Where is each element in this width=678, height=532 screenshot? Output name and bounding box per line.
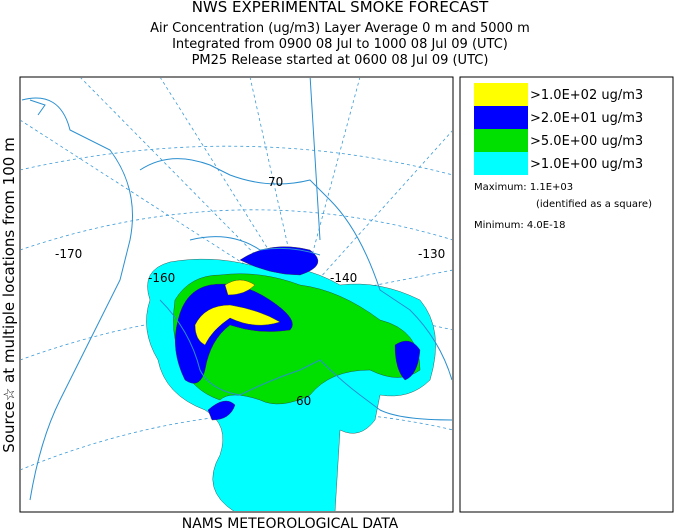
maximum-note: (identified as a square) [536, 199, 652, 210]
smoke-area [175, 283, 293, 384]
subtitle: Integrated from 0900 08 Jul to 1000 08 J… [172, 37, 508, 52]
legend-swatch [474, 106, 528, 129]
title: NWS EXPERIMENTAL SMOKE FORECAST [192, 0, 489, 16]
maximum: Maximum: 1.1E+03 [474, 182, 573, 193]
map: -170 -160 70 -140 -130 60 [19, 76, 454, 513]
smoke-area [207, 400, 236, 421]
side-label: Source☆ at multiple locations from 100 m [0, 137, 18, 452]
legend-label: >1.0E+02 ug/m3 [530, 88, 643, 103]
graticule-label: -170 [55, 247, 82, 261]
subtitle: Air Concentration (ug/m3) Layer Average … [150, 21, 530, 36]
legend-swatch [474, 83, 528, 106]
minimum: Minimum: 4.0E-18 [474, 220, 565, 231]
graticule-label: -160 [148, 271, 175, 285]
smoke-area [239, 246, 319, 276]
legend-label: >1.0E+00 ug/m3 [530, 157, 643, 172]
legend-swatch [474, 129, 528, 152]
coastlines [21, 78, 452, 501]
smoke-area [224, 279, 256, 296]
smoke [146, 246, 436, 511]
graticule-label: 70 [268, 175, 283, 189]
graticule-label: -130 [418, 247, 445, 261]
legend-label: >2.0E+01 ug/m3 [530, 111, 643, 126]
smoke-area [194, 304, 281, 346]
graticule-label: 60 [296, 394, 311, 408]
legend-label: >5.0E+00 ug/m3 [530, 134, 643, 149]
subtitle: PM25 Release started at 0600 08 Jul 09 (… [192, 53, 489, 68]
legend-swatch [474, 152, 528, 175]
graticule-label: -140 [330, 271, 357, 285]
smoke-area [394, 340, 421, 381]
footer: NAMS METEOROLOGICAL DATA [182, 516, 399, 532]
legend: Maximum: 1.1E+03 (identified as a square… [459, 76, 674, 513]
